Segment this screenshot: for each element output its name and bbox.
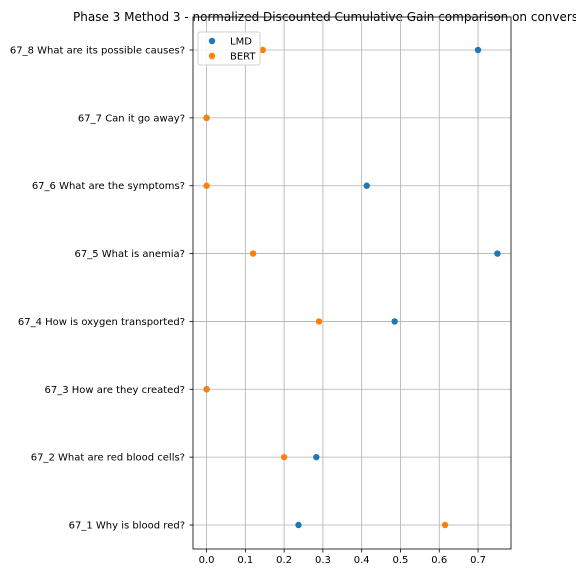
- plot-axes: [192, 16, 512, 550]
- x-tick-label: 0.6: [431, 555, 447, 566]
- legend-marker-lmd: [208, 37, 216, 45]
- data-points: [203, 46, 501, 529]
- x-tick-label: 0.0: [199, 555, 215, 566]
- x-tick-label: 0.1: [237, 555, 253, 566]
- legend-label-lmd: LMD: [230, 37, 252, 48]
- y-tick-label: 67_1 Why is blood red?: [69, 521, 185, 532]
- point-bert: [441, 521, 449, 529]
- point-bert: [315, 318, 323, 325]
- point-bert: [203, 386, 210, 393]
- point-lmd: [363, 182, 370, 189]
- y-tick-label: 67_8 What are its possible causes?: [10, 46, 185, 57]
- axes-frame: [192, 16, 512, 550]
- x-tick-label: 0.2: [276, 555, 292, 566]
- point-bert: [280, 453, 288, 461]
- x-tick-label: 0.7: [470, 555, 486, 566]
- legend: LMD BERT: [197, 31, 261, 66]
- x-tick-label: 0.4: [354, 555, 370, 566]
- y-axis-ticks: 67_1 Why is blood red? 67_2 What are red …: [10, 46, 193, 532]
- y-tick-label: 67_6 What are the symptoms?: [32, 181, 185, 192]
- legend-entries: LMD BERT: [208, 37, 256, 63]
- point-lmd: [494, 250, 501, 257]
- y-tick-label: 67_7 Can it go away?: [78, 113, 185, 124]
- x-tick-label: 0.3: [315, 555, 331, 566]
- y-tick-label: 67_2 What are red blood cells?: [31, 453, 185, 464]
- y-tick-label: 67_5 What is anemia?: [75, 249, 185, 260]
- grid: [193, 17, 511, 549]
- point-bert: [203, 114, 210, 122]
- legend-marker-bert: [208, 52, 216, 60]
- y-tick-label: 67_3 How are they created?: [44, 385, 185, 396]
- legend-label-bert: BERT: [230, 52, 256, 63]
- x-axis-ticks: 0.0 0.1 0.2 0.3 0.4 0.5 0.6 0.7: [199, 549, 486, 566]
- x-tick-label: 0.5: [393, 555, 409, 566]
- point-lmd: [295, 521, 302, 529]
- point-lmd: [474, 46, 482, 54]
- point-bert: [249, 250, 257, 257]
- point-bert: [203, 182, 210, 189]
- point-bert: [259, 46, 267, 54]
- y-tick-label: 67_4 How is oxygen transported?: [18, 317, 185, 328]
- point-lmd: [313, 453, 320, 461]
- point-lmd: [391, 318, 398, 325]
